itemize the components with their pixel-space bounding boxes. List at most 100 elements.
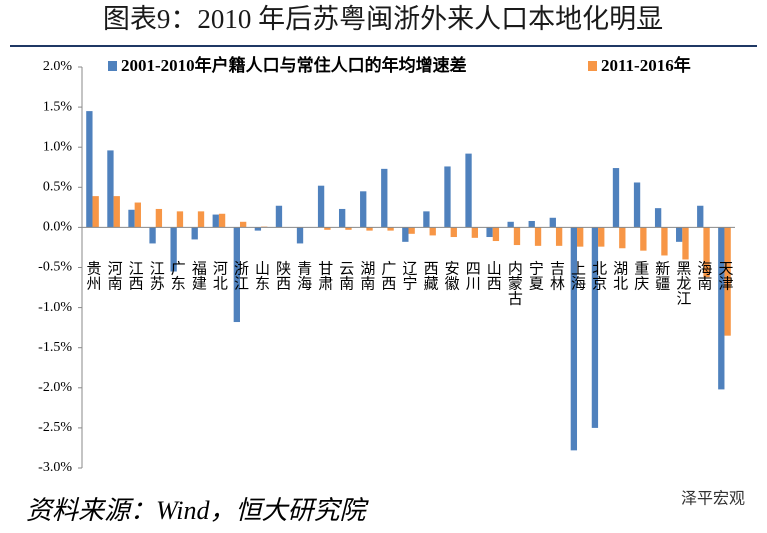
- x-tick-label: 陕西: [274, 260, 291, 290]
- legend-swatch: [588, 61, 597, 71]
- legend-swatch: [108, 61, 117, 71]
- x-tick-label: 黑龙江: [674, 260, 691, 305]
- x-tick-label: 西藏: [422, 260, 439, 291]
- bar: [324, 227, 331, 230]
- bar: [176, 211, 184, 228]
- bar: [254, 227, 262, 231]
- source-note: 资料来源：Wind，恒大研究院: [26, 496, 369, 525]
- y-tick-label: -3.0%: [38, 460, 72, 475]
- x-tick-label: 北京: [590, 260, 607, 291]
- bar: [549, 217, 556, 228]
- bar: [113, 196, 120, 228]
- x-tick-label: 吉林: [548, 260, 565, 290]
- bar: [423, 211, 430, 228]
- x-tick-label: 天津: [716, 260, 733, 290]
- bar: [233, 227, 240, 323]
- y-tick-label: 2.0%: [43, 59, 73, 74]
- x-tick-label: 山西: [485, 260, 502, 290]
- bar: [718, 227, 725, 390]
- bar: [197, 211, 205, 228]
- bar: [92, 196, 99, 228]
- bar: [408, 227, 415, 234]
- bar: [577, 227, 584, 247]
- bar: [534, 227, 542, 246]
- x-tick-label: 上海: [569, 260, 586, 290]
- x-tick-label: 甘肃: [316, 260, 333, 290]
- x-tick-label: 广东: [169, 260, 186, 290]
- bar: [654, 208, 662, 228]
- x-tick-label: 青海: [295, 260, 312, 290]
- bar: [149, 227, 156, 244]
- bar: [366, 227, 373, 231]
- bar: [507, 221, 514, 228]
- x-tick-label: 湖北: [611, 260, 628, 290]
- bar: [239, 221, 247, 228]
- bar: [402, 227, 409, 242]
- bar: [471, 227, 479, 238]
- x-tick-label: 辽宁: [401, 260, 418, 290]
- bar: [598, 227, 605, 247]
- x-tick-label: 四川: [464, 260, 481, 290]
- bar: [381, 168, 388, 228]
- x-tick-label: 贵州: [85, 260, 102, 290]
- y-tick-label: 1.5%: [43, 99, 73, 114]
- x-tick-label: 河北: [211, 260, 228, 290]
- x-tick-label: 福建: [190, 260, 207, 290]
- x-tick-label: 安徽: [443, 260, 460, 290]
- bar: [191, 227, 198, 240]
- y-tick-label: -1.0%: [38, 300, 72, 315]
- bar: [360, 191, 367, 228]
- bar: [492, 227, 500, 242]
- y-tick-label: 0.5%: [43, 180, 73, 195]
- bar: [107, 150, 114, 228]
- x-tick-label: 云南: [337, 260, 354, 290]
- legend-label: 2011-2016年: [601, 55, 691, 75]
- bar: [633, 182, 641, 228]
- bar: [465, 153, 472, 228]
- bar: [682, 227, 689, 260]
- bar: [661, 227, 668, 256]
- y-tick-label: 1.0%: [43, 139, 73, 154]
- bar: [170, 227, 177, 272]
- bar: [555, 227, 563, 246]
- y-tick-label: -2.0%: [38, 380, 72, 395]
- bar: [429, 227, 436, 236]
- bar: [528, 220, 535, 228]
- x-tick-label: 宁夏: [527, 260, 544, 290]
- y-tick-label: 0.0%: [43, 220, 73, 235]
- x-tick-label: 江苏: [148, 260, 165, 291]
- bar: [387, 227, 394, 231]
- bar: [486, 227, 493, 238]
- bar: [86, 111, 93, 228]
- x-tick-label: 广西: [379, 260, 396, 290]
- bar: [619, 227, 626, 249]
- x-tick-label: 重庆: [632, 260, 649, 290]
- bar: [697, 205, 704, 228]
- x-tick-label: 内蒙古: [506, 260, 523, 305]
- bar: [591, 227, 599, 428]
- bar: [275, 205, 283, 228]
- bar: [155, 208, 163, 228]
- legend-label: 2001-2010年户籍人口与常住人口的年均增速差: [121, 55, 467, 75]
- bar: [513, 227, 521, 246]
- bar: [128, 209, 135, 228]
- bar: [338, 208, 346, 228]
- bar: [212, 214, 219, 228]
- x-tick-label: 海南: [695, 260, 712, 290]
- y-tick-label: -0.5%: [38, 260, 72, 275]
- bar: [134, 202, 141, 228]
- y-tick-label: -2.5%: [38, 420, 72, 435]
- bar: [612, 168, 620, 228]
- x-tick-label: 河南: [106, 260, 123, 290]
- x-tick-label: 新疆: [653, 260, 670, 290]
- bar: [640, 227, 647, 251]
- chart-title: 图表9：2010 年后苏粤闽浙外来人口本地化明显: [103, 4, 663, 34]
- bar: [218, 213, 226, 228]
- bar: [676, 227, 683, 242]
- bar: [345, 227, 352, 230]
- x-tick-label: 江西: [127, 260, 144, 290]
- x-tick-label: 湖南: [358, 260, 375, 290]
- bar: [570, 227, 578, 451]
- y-tick-label: -1.5%: [38, 340, 72, 355]
